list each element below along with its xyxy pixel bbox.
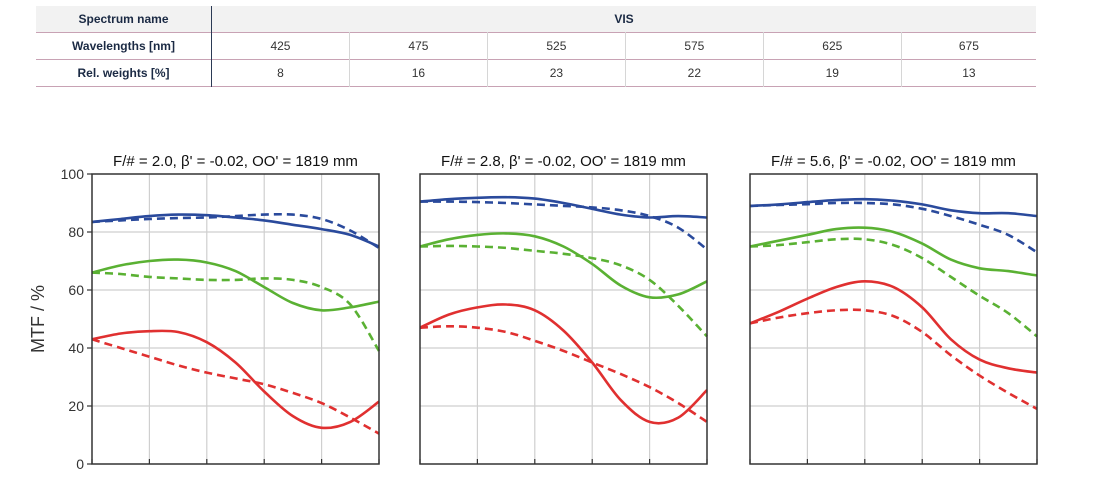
spectrum-name-row: Spectrum name VIS — [36, 6, 1036, 33]
mtf-curve-red-solid — [749, 279, 1038, 374]
spectrum-table: Spectrum name VIS Wavelengths [nm] 425 4… — [36, 6, 1036, 87]
plot-frame — [419, 173, 708, 465]
wavelengths-header: Wavelengths [nm] — [36, 32, 212, 60]
mtf-curve-red-dashed — [749, 308, 1038, 411]
wavelength-cell: 625 — [763, 32, 902, 60]
wavelengths-row: Wavelengths [nm] 425 475 525 575 625 675 — [36, 32, 1036, 60]
weights-row: Rel. weights [%] 8 16 23 22 19 13 — [36, 59, 1036, 87]
plot-frame — [749, 173, 1038, 465]
y-tick-label: 60 — [68, 282, 84, 298]
mtf-curve-blue-dashed — [419, 200, 708, 251]
mtf-curve-red-dashed — [91, 338, 380, 435]
mtf-curve-red-solid — [91, 329, 380, 430]
weight-cell: 23 — [487, 59, 626, 87]
weights-header: Rel. weights [%] — [36, 59, 212, 87]
y-tick-label: 80 — [68, 224, 84, 240]
mtf-curve-red-solid — [419, 303, 708, 425]
chart-title: F/# = 2.0, β' = -0.02, OO' = 1819 mm — [113, 153, 358, 170]
y-tick-label: 100 — [61, 166, 85, 182]
mtf-curve-blue-solid — [749, 197, 1038, 218]
weight-cell: 16 — [349, 59, 488, 87]
weight-cell: 8 — [211, 59, 350, 87]
mtf-curve-blue-solid — [91, 213, 380, 248]
y-tick-label: 0 — [76, 456, 84, 472]
mtf-curve-blue-solid — [419, 195, 708, 219]
chart-title: F/# = 2.8, β' = -0.02, OO' = 1819 mm — [441, 153, 686, 170]
wavelength-cell: 525 — [487, 32, 626, 60]
mtf-curve-blue-dashed — [91, 212, 380, 250]
mtf-curve-green-solid — [91, 258, 380, 312]
wavelength-cell: 475 — [349, 32, 488, 60]
mtf-curve-green-dashed — [749, 237, 1038, 338]
weight-cell: 13 — [962, 66, 976, 80]
wavelength-cell: 425 — [211, 32, 350, 60]
y-tick-label: 40 — [68, 340, 84, 356]
y-axis-label: MTF / % — [28, 285, 48, 353]
mtf-curve-blue-dashed — [749, 201, 1038, 254]
mtf-curve-green-solid — [749, 226, 1038, 277]
mtf-curve-green-dashed — [419, 244, 708, 338]
spectrum-name-header: Spectrum name — [36, 6, 212, 33]
spectrum-name-value: VIS — [614, 12, 634, 26]
mtf-curve-green-dashed — [91, 271, 381, 352]
y-tick-label: 20 — [68, 398, 84, 414]
weight-cell: 22 — [625, 59, 764, 87]
mtf-curve-red-dashed — [419, 324, 708, 423]
mtf-curve-green-solid — [419, 232, 708, 300]
plot-frame — [91, 173, 380, 465]
weight-cell: 19 — [763, 59, 902, 87]
wavelength-cell: 675 — [958, 39, 979, 53]
wavelength-cell: 575 — [625, 32, 764, 60]
chart-title: F/# = 5.6, β' = -0.02, OO' = 1819 mm — [771, 153, 1016, 170]
